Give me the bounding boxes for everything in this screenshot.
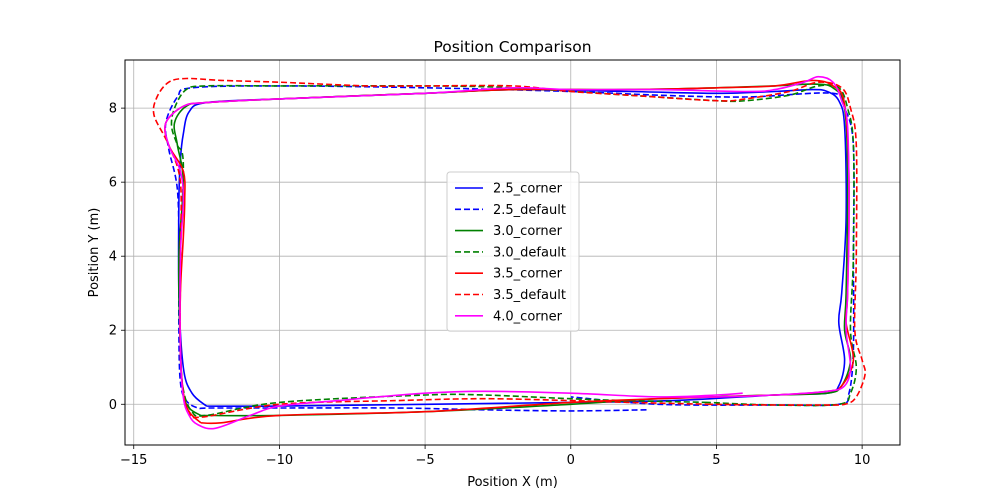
x-tick-label: 5 — [712, 453, 720, 468]
x-axis-label: Position X (m) — [467, 475, 558, 490]
legend-label: 3.0_corner — [493, 224, 563, 239]
y-axis-ticks: 0 2 4 6 8 — [109, 102, 125, 413]
legend-label: 3.5_corner — [493, 267, 563, 282]
y-tick-label: 2 — [109, 324, 117, 339]
legend-label: 2.5_corner — [493, 182, 563, 197]
x-axis-ticks: −15 −10 −5 0 5 10 — [120, 445, 870, 468]
legend-label: 2.5_default — [493, 203, 566, 218]
x-tick-label: −5 — [416, 453, 435, 468]
legend-label: 3.5_default — [493, 288, 566, 303]
legend-label: 4.0_corner — [493, 309, 563, 324]
series-line-4-0-corner — [164, 75, 852, 430]
y-axis-label: Position Y (m) — [87, 208, 102, 298]
y-tick-label: 0 — [109, 398, 117, 413]
series-line-3-5-default — [152, 77, 867, 419]
y-tick-label: 8 — [109, 102, 117, 117]
chart-title: Position Comparison — [433, 38, 591, 56]
legend-box — [446, 171, 580, 332]
series-line-3-0-default — [170, 84, 858, 417]
plot-frame — [124, 59, 901, 446]
x-tick-label: 10 — [854, 453, 871, 468]
legend-label: 3.0_default — [493, 245, 566, 260]
series-line-3-5-corner — [164, 79, 855, 425]
x-tick-label: 0 — [567, 453, 575, 468]
series-lines — [152, 75, 867, 430]
series-line-2-5-corner — [177, 88, 848, 408]
x-tick-label: −15 — [120, 453, 147, 468]
y-tick-label: 4 — [109, 250, 117, 265]
legend: 2.5_corner 2.5_default 3.0_corner 3.0_defau… — [446, 171, 580, 332]
y-tick-label: 6 — [109, 176, 117, 191]
x-tick-label: −10 — [266, 453, 293, 468]
